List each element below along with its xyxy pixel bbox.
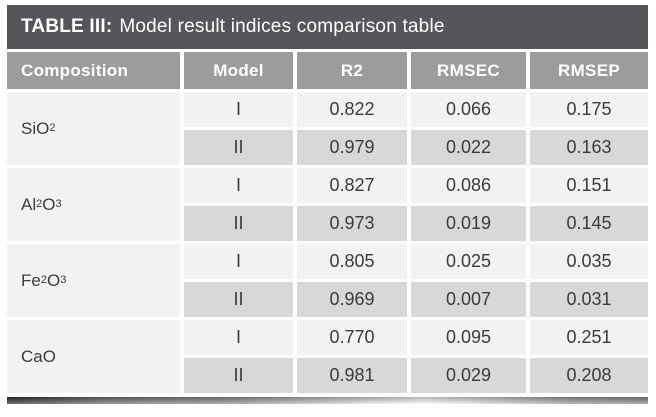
model-row-i: I 0.805 0.025 0.035 (184, 244, 648, 279)
cell-rmsep: 0.208 (530, 358, 648, 393)
model-row-ii: II 0.981 0.029 0.208 (184, 358, 648, 393)
composition-group-sio2: SiO 2 I 0.822 0.066 0.175 II 0.979 0.022 0.163 (7, 92, 648, 165)
cell-rmsec: 0.007 (411, 282, 526, 317)
column-header-composition: Composition (7, 52, 180, 89)
bottom-gradient-bar (7, 397, 648, 404)
model-row-i: I 0.827 0.086 0.151 (184, 168, 648, 203)
cell-r2: 0.827 (297, 168, 407, 203)
cell-model: II (184, 358, 293, 393)
cell-model: I (184, 320, 293, 355)
cell-rmsec: 0.019 (411, 206, 526, 241)
cell-model: I (184, 92, 293, 127)
composition-group-fe2o3: Fe 2 O 3 I 0.805 0.025 0.035 II 0.969 0.007 0.031 (7, 244, 648, 317)
cell-model: II (184, 130, 293, 165)
cell-r2: 0.770 (297, 320, 407, 355)
model-row-ii: II 0.979 0.022 0.163 (184, 130, 648, 165)
model-row-ii: II 0.969 0.007 0.031 (184, 282, 648, 317)
model-row-ii: II 0.973 0.019 0.145 (184, 206, 648, 241)
table-caption: Model result indices comparison table (119, 16, 445, 37)
cell-rmsec: 0.095 (411, 320, 526, 355)
cell-r2: 0.969 (297, 282, 407, 317)
cell-rmsec: 0.025 (411, 244, 526, 279)
cell-rmsep: 0.251 (530, 320, 648, 355)
composition-group-al2o3: Al 2 O 3 I 0.827 0.086 0.151 II 0.973 0.019 0.145 (7, 168, 648, 241)
column-header-rmsep: RMSEP (530, 52, 648, 89)
cell-rmsec: 0.066 (411, 92, 526, 127)
composition-cell: SiO 2 (7, 92, 180, 165)
composition-cell: Al 2 O 3 (7, 168, 180, 241)
cell-model: I (184, 168, 293, 203)
model-row-i: I 0.822 0.066 0.175 (184, 92, 648, 127)
cell-rmsep: 0.145 (530, 206, 648, 241)
cell-rmsep: 0.175 (530, 92, 648, 127)
cell-rmsep: 0.151 (530, 168, 648, 203)
composition-group-cao: CaO I 0.770 0.095 0.251 II 0.981 0.029 0.208 (7, 320, 648, 393)
cell-model: II (184, 282, 293, 317)
column-header-model: Model (184, 52, 293, 89)
column-header-r2: R2 (297, 52, 407, 89)
cell-r2: 0.822 (297, 92, 407, 127)
model-row-i: I 0.770 0.095 0.251 (184, 320, 648, 355)
cell-r2: 0.981 (297, 358, 407, 393)
cell-model: I (184, 244, 293, 279)
cell-r2: 0.979 (297, 130, 407, 165)
cell-rmsep: 0.031 (530, 282, 648, 317)
cell-rmsep: 0.163 (530, 130, 648, 165)
composition-cell: CaO (7, 320, 180, 393)
cell-r2: 0.973 (297, 206, 407, 241)
cell-rmsec: 0.086 (411, 168, 526, 203)
table-body: SiO 2 I 0.822 0.066 0.175 II 0.979 0.022 0.163 Al 2… (7, 92, 648, 393)
cell-rmsec: 0.029 (411, 358, 526, 393)
composition-cell: Fe 2 O 3 (7, 244, 180, 317)
cell-rmsec: 0.022 (411, 130, 526, 165)
table-number: TABLE III: (21, 16, 113, 37)
table-header-row: Composition Model R2 RMSEC RMSEP (7, 52, 648, 89)
cell-rmsep: 0.035 (530, 244, 648, 279)
results-table-card: TABLE III: Model result indices comparis… (7, 5, 648, 404)
cell-model: II (184, 206, 293, 241)
cell-r2: 0.805 (297, 244, 407, 279)
table-title-bar: TABLE III: Model result indices comparis… (7, 5, 648, 49)
column-header-rmsec: RMSEC (411, 52, 526, 89)
